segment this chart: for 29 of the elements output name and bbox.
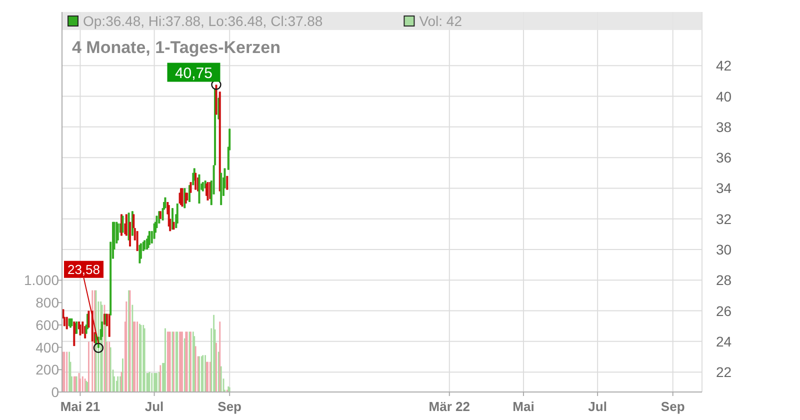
y-tick-label: 34 — [716, 180, 732, 196]
y-tick-label: 38 — [716, 118, 732, 135]
y2-tick-label: 600 — [36, 316, 60, 333]
x-tick-label: Jul — [588, 399, 607, 414]
y2-tick-label: 800 — [36, 294, 60, 311]
x-tick-label: Mai 21 — [60, 399, 100, 414]
x-tick-label: Mai — [512, 399, 534, 414]
y-tick-label: 24 — [716, 333, 732, 350]
legend-label: Vol: 42 — [419, 13, 462, 29]
y-tick-label: 28 — [716, 272, 732, 288]
y-tick-label: 26 — [716, 302, 732, 319]
x-tick-label: Sep — [218, 399, 242, 414]
x-tick-label: Jul — [144, 399, 164, 414]
text: 4 Monate, 1-Tages-Kerzen — [72, 38, 280, 57]
y-tick-label: 36 — [716, 150, 732, 166]
x-tick-label: Mär 22 — [428, 399, 470, 414]
y-tick-label: 42 — [716, 58, 732, 74]
y-tick-label: 40 — [716, 88, 732, 104]
x-tick-label: Sep — [660, 399, 685, 414]
annotation: 40,75 — [174, 64, 213, 82]
y2-tick-label: 200 — [36, 362, 60, 378]
y-tick-label: 32 — [716, 210, 732, 227]
y-tick-label: 30 — [716, 242, 732, 258]
annotation: 23,58 — [67, 262, 100, 277]
y-tick-label: 22 — [716, 364, 732, 380]
legend-label: Op:36.48, Hi:37.88, Lo:36.48, Cl:37.88 — [83, 13, 323, 29]
y2-tick-label: 400 — [36, 339, 60, 356]
y2-tick-label: 0 — [51, 384, 60, 400]
y2-tick-label: 1.000 — [24, 272, 60, 288]
